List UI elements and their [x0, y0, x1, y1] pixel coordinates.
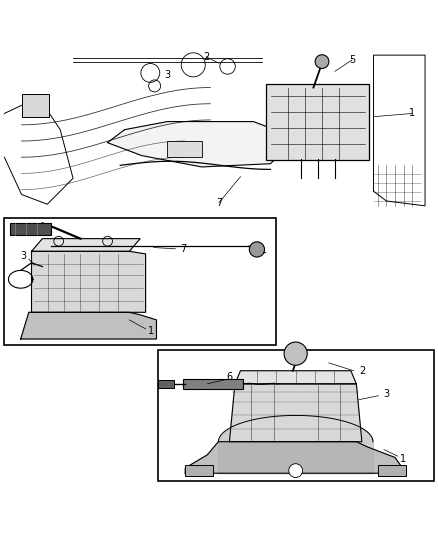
Text: 7: 7	[180, 244, 187, 254]
Text: 3: 3	[20, 252, 26, 261]
Bar	[4, 219, 276, 345]
Bar	[185, 465, 213, 476]
Polygon shape	[32, 252, 145, 312]
Text: 2: 2	[203, 52, 209, 62]
Text: 5: 5	[349, 55, 355, 65]
Text: 3: 3	[164, 70, 170, 79]
Circle shape	[289, 464, 303, 478]
Text: 7: 7	[216, 198, 222, 207]
Bar	[21, 94, 49, 117]
Bar	[378, 465, 406, 476]
Polygon shape	[185, 442, 406, 473]
Polygon shape	[230, 384, 362, 442]
Text: 1: 1	[400, 454, 406, 464]
Bar	[183, 378, 243, 389]
Bar	[167, 141, 202, 157]
Circle shape	[249, 242, 265, 257]
Text: 6: 6	[226, 373, 233, 382]
Polygon shape	[235, 371, 357, 384]
Polygon shape	[32, 239, 140, 252]
Bar	[10, 223, 50, 235]
Bar	[158, 380, 174, 388]
Text: 3: 3	[384, 390, 390, 399]
Circle shape	[284, 342, 307, 365]
Polygon shape	[107, 122, 296, 167]
Circle shape	[315, 55, 329, 68]
Bar	[158, 350, 434, 481]
Text: 1: 1	[148, 326, 154, 336]
Text: 1: 1	[409, 108, 415, 118]
Bar	[266, 84, 369, 160]
Polygon shape	[21, 312, 156, 339]
Text: 2: 2	[359, 366, 365, 376]
